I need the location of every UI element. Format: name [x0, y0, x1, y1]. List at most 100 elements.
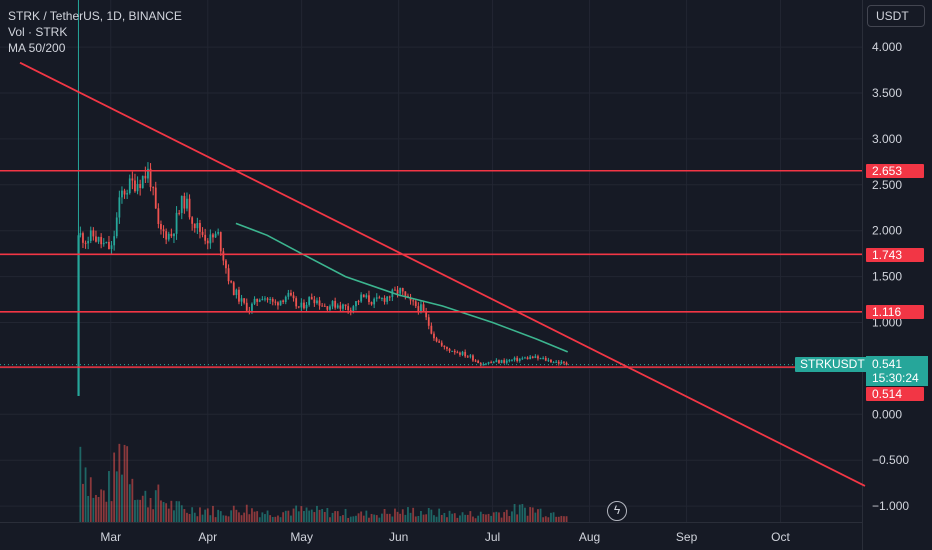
volume-bar: [258, 517, 261, 522]
candle-body: [230, 281, 233, 283]
volume-bar: [375, 515, 378, 522]
candle-body: [435, 338, 438, 342]
lightning-icon[interactable]: ϟ: [607, 501, 627, 521]
x-tick-label: Jul: [485, 530, 500, 544]
candle-body: [414, 301, 417, 307]
candle-body: [217, 232, 220, 234]
volume-bar: [102, 490, 105, 522]
candle-body: [503, 360, 506, 363]
legend-volume[interactable]: Vol · STRK: [8, 25, 68, 39]
candle-body: [550, 359, 552, 363]
candle-body: [547, 359, 550, 361]
candle-body: [170, 233, 173, 237]
y-tick-label: 3.000: [872, 132, 902, 146]
candle-body: [212, 234, 214, 238]
candle-body: [477, 360, 480, 364]
candle-body: [271, 299, 274, 302]
volume-bar: [128, 484, 131, 522]
candle-body: [279, 300, 282, 306]
volume-bar: [357, 513, 360, 522]
x-tick-label: Oct: [771, 530, 790, 544]
last-price-value: 0.541: [872, 357, 903, 371]
volume-bar: [539, 508, 542, 522]
volume-bar: [191, 507, 194, 522]
volume-bar: [329, 517, 331, 522]
candle-body: [352, 306, 355, 312]
volume-bar: [495, 511, 498, 522]
volume-bar: [433, 515, 435, 522]
x-tick-label: Aug: [579, 530, 600, 544]
legend-symbol[interactable]: STRK / TetherUS, 1D, BINANCE: [8, 9, 182, 23]
candle-body: [360, 294, 363, 302]
volume-bar: [477, 515, 480, 522]
volume-bar: [139, 499, 142, 522]
candle-body: [121, 190, 123, 198]
volume-bar: [100, 489, 103, 522]
volume-bar: [422, 514, 425, 522]
volume-bar: [87, 495, 90, 522]
candle-body: [531, 356, 534, 359]
candle-body: [381, 297, 383, 299]
level-tag-1743: 1.743: [866, 248, 924, 262]
volume-bar: [563, 516, 565, 522]
candle-body: [227, 268, 230, 282]
candle-body: [243, 298, 246, 303]
candle-body: [542, 357, 545, 359]
volume-bar: [113, 452, 116, 522]
volume-bar: [409, 512, 412, 522]
candle-body: [284, 296, 287, 302]
currency-button[interactable]: USDT: [867, 5, 925, 27]
legend-ma[interactable]: MA 50/200: [8, 41, 66, 55]
candle-body: [266, 298, 269, 300]
candle-body: [183, 195, 186, 209]
chart-legend: STRK / TetherUS, 1D, BINANCE Vol · STRK …: [8, 8, 182, 56]
volume-bar: [186, 512, 188, 522]
volume-bar: [542, 517, 545, 522]
volume-bar: [183, 509, 186, 522]
candle-body: [466, 356, 469, 358]
volume-bar: [271, 516, 274, 522]
candle-body: [456, 352, 459, 354]
candle-body: [557, 361, 560, 364]
candle-body: [370, 302, 373, 305]
volume-bar: [261, 512, 264, 522]
candle-body: [534, 356, 537, 359]
candle-body: [240, 298, 243, 302]
volume-bar: [110, 501, 113, 522]
volume-bar: [232, 505, 235, 522]
volume-bar: [160, 500, 162, 522]
volume-bar: [118, 443, 121, 522]
candle-body: [326, 306, 329, 310]
candle-body: [331, 301, 334, 307]
x-tick-label: May: [290, 530, 313, 544]
candle-body: [404, 291, 407, 296]
volume-bar: [461, 512, 464, 522]
level-tag-2653: 2.653: [866, 164, 924, 178]
candle-body: [461, 351, 464, 355]
candle-body: [235, 289, 238, 295]
candle-body: [388, 296, 391, 298]
candle-body: [160, 223, 162, 230]
volume-bar: [352, 516, 355, 522]
candle-body: [209, 234, 212, 244]
volume-bar: [144, 490, 147, 522]
volume-bar: [544, 516, 547, 522]
volume-bar: [300, 506, 303, 522]
candle-body: [232, 282, 235, 295]
candle-body: [303, 302, 305, 309]
candle-body: [339, 305, 342, 309]
candle-body: [180, 195, 183, 213]
candle-body: [147, 168, 149, 179]
candle-body: [152, 187, 155, 189]
volume-bar: [503, 512, 506, 522]
candle-body: [505, 360, 508, 363]
volume-bar: [92, 497, 95, 522]
candle-body: [401, 288, 404, 292]
candle-body: [175, 212, 178, 234]
volume-bar: [394, 508, 396, 522]
volume-bar: [464, 514, 467, 522]
volume-bar: [355, 515, 357, 522]
volume-bar: [222, 515, 225, 522]
volume-bar: [95, 494, 97, 522]
